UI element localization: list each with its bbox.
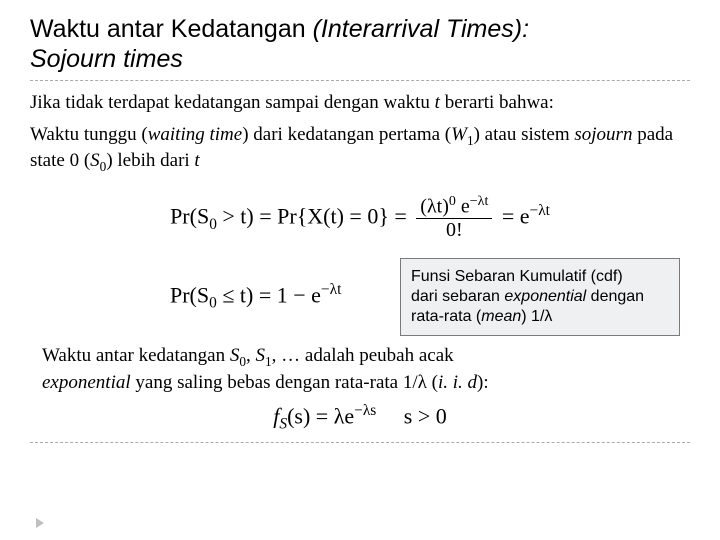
callout-l2c: dengan [586,288,644,305]
p3-s1sub: 1 [265,354,272,369]
chevron-right-icon [36,518,44,528]
paragraph-3: Waktu antar kedatangan S0, S1, … adalah … [42,344,690,394]
callout-l3c: ) 1/λ [521,308,552,325]
title-line1-plain: Waktu antar Kedatangan [30,15,313,43]
equation-2: Pr(S0 ≤ t) = 1 − e−λt [170,281,341,313]
eq1-numsup: 0 [449,194,456,209]
p3-s0: S [230,345,240,366]
eq1-leftsub: 0 [209,215,217,232]
eq1-numb: e [456,195,470,217]
callout-l2a: dari sebaran [411,288,504,305]
equation-2-row: Pr(S0 ≤ t) = 1 − e−λt Funsi Sebaran Kumu… [30,258,690,336]
p3-a: Waktu antar kedatangan [42,345,230,366]
eq2-mid: ≤ t) = 1 − e [217,283,321,308]
callout-l3a: rata-rata ( [411,308,481,325]
p3-s1: S [256,345,266,366]
callout-l1: Funsi Sebaran Kumulatif (cdf) [411,267,669,287]
callout-box: Funsi Sebaran Kumulatif (cdf) dari sebar… [400,258,680,336]
eq1-ra: = e [502,203,530,228]
eq2-sub: 0 [209,295,217,312]
p1-pre: Jika tidak terdapat kedatangan sampai de… [30,92,435,113]
eq1-den: 0! [416,219,492,242]
p3-e: i. i. d [438,372,477,393]
p2-d: W [451,124,467,145]
p3-f: ): [477,372,489,393]
title-line1-italic: (Interarrival Times): [313,15,529,43]
p2-h: S [90,150,100,171]
p2-dsub: 1 [467,133,474,148]
equation-1: Pr(S0 > t) = Pr{X(t) = 0} = (λt)0 e−λt 0… [30,194,690,243]
p2-j: t [194,150,199,171]
paragraph-2: Waktu tunggu (waiting time) dari kedatan… [30,123,690,176]
slide-title: Waktu antar Kedatangan (Interarrival Tim… [30,14,690,74]
equation-3: fS(s) = λe−λs s > 0 [30,402,690,434]
p3-c: exponential [42,372,131,393]
p3-b: , … adalah peubah acak [272,345,454,366]
p2-a: Waktu tunggu ( [30,124,148,145]
eq3-b: (s) = λe [287,404,354,429]
eq3-exp: −λs [354,402,376,419]
eq1-left2: > t) = Pr{X(t) = 0} = [217,203,412,228]
eq1-numa: (λt) [420,195,449,217]
eq2-exp: −λt [321,281,341,298]
p2-i: ) lebih dari [106,150,194,171]
callout-l2b: exponential [504,288,586,305]
p2-c: ) dari kedatangan pertama ( [242,124,451,145]
title-line2: Sojourn times [30,45,183,73]
callout-l3b: mean [481,308,521,325]
title-divider [30,80,690,81]
p3-d: yang saling bebas dengan rata-rata 1/λ ( [131,372,438,393]
eq1-left: Pr(S [170,203,209,228]
bottom-divider [30,442,690,443]
p2-b: waiting time [148,124,242,145]
eq1-frac: (λt)0 e−λt 0! [416,194,492,243]
eq1-rexp: −λt [530,202,550,219]
eq1-numexp: −λt [470,194,489,209]
p2-f: sojourn [574,124,632,145]
eq3-tail: s > 0 [376,404,446,429]
p2-e: ) atau sistem [474,124,575,145]
eq2-left: Pr(S [170,283,209,308]
paragraph-1: Jika tidak terdapat kedatangan sampai de… [30,91,690,115]
p1-post: berarti bahwa: [440,92,554,113]
p3-c1: , [246,345,256,366]
eq3-asub: S [279,416,287,433]
